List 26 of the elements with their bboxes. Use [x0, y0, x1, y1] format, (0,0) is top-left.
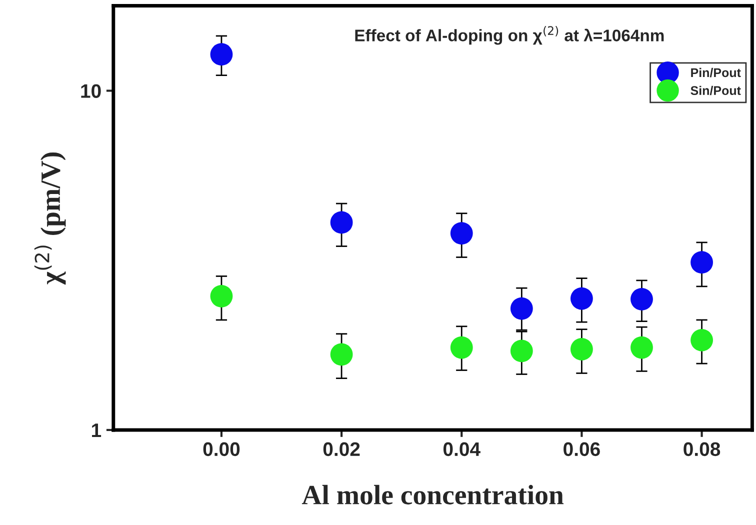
legend-label: Pin/Pout: [691, 68, 741, 78]
x-tick-label: 0.06: [564, 442, 600, 456]
point: [450, 222, 473, 244]
point: [510, 297, 533, 320]
point: [210, 284, 233, 308]
point: [330, 211, 353, 234]
x-tick-label: 0.08: [684, 442, 720, 456]
annotation: Effect of Al-doping on χ$^{(2)}$ at λ=1064nm: [355, 26, 664, 45]
point: [510, 340, 533, 362]
point: [690, 328, 713, 352]
x-tick-label: 0.04: [443, 442, 480, 456]
x-tick-label: 0.02: [323, 442, 360, 456]
x-axis-title: Al mole concentration: [302, 484, 564, 504]
y-tick-label: 1: [92, 424, 102, 438]
point: [330, 343, 353, 366]
x-tick-label: 0.00: [203, 442, 240, 456]
point: [690, 251, 713, 274]
point: [450, 336, 473, 359]
legend-label: Sin/Pout: [690, 86, 741, 96]
point: [630, 336, 653, 359]
point: [210, 43, 233, 66]
y-axis-title: χ$^{(2)}$ (pm/V): [34, 152, 66, 285]
point: [570, 338, 593, 360]
point: [630, 288, 653, 310]
point: [570, 287, 593, 310]
y-tick-label: 10: [81, 84, 101, 98]
